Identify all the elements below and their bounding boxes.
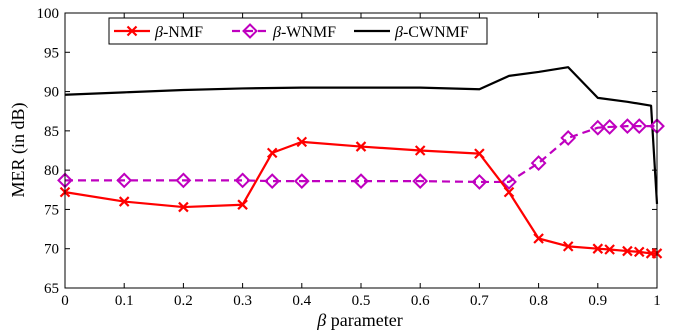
series-wnmf [57,118,665,190]
data-point [353,173,369,190]
x-tick-label: 0.8 [529,293,548,309]
x-tick-label: 0.5 [352,293,371,309]
data-point [234,172,251,189]
data-point [633,246,645,258]
data-point [501,174,517,190]
data-point [560,130,577,146]
data-point [631,118,648,135]
data-point [116,172,133,189]
legend-item: β-CWNMF [354,24,469,41]
legend-label: β-CWNMF [394,24,469,41]
legend-marker [126,25,138,37]
legend-marker [242,23,258,39]
series-nmf [59,136,663,259]
y-axis-label: MER (in dB) [8,102,29,197]
series-line [65,125,657,184]
data-point [530,155,547,171]
x-axis-label-symbol: β [316,310,326,330]
tick-labels: 0 0.1 0.2 0.3 0.4 0.5 0.6 0.7 0.8 0.9 1 65 70 75 80 85 9… [37,6,661,309]
legend-item: β-NMF [114,24,203,41]
legend-label: β-NMF [154,24,203,41]
x-tick-label: 0 [61,293,69,309]
y-tick-label: 100 [37,6,60,22]
series-line [64,140,657,255]
y-tick-label: 80 [44,163,59,179]
legend-box [108,17,488,45]
data-point [533,233,544,244]
legend: β-NMF β-WNMF β-CWNMF [108,17,488,45]
data-point [293,173,310,190]
data-point [175,172,192,189]
x-tick-label: 0.2 [174,293,193,309]
y-tick-label: 95 [44,45,59,61]
data-point [503,186,515,198]
series-line [64,66,659,204]
data-point [604,244,615,255]
data-point [471,174,488,190]
y-tick-label: 75 [44,202,59,218]
data-point [264,173,281,190]
legend-item: β-WNMF [232,23,336,41]
x-tick-label: 0.3 [233,293,252,309]
series-cwnmf [64,66,659,204]
data-point [592,243,604,254]
x-tick-label: 0.9 [588,293,607,309]
data-point [474,148,485,159]
data-point [589,119,606,136]
data-point [118,196,130,207]
y-tick-label: 85 [44,124,59,140]
x-tick-label: 1 [653,293,661,309]
data-point [296,136,308,148]
data-point [601,119,618,135]
series-lines [57,66,665,259]
y-tick-label: 90 [44,85,59,101]
data-point [178,201,189,213]
x-tick-label: 0.4 [292,293,311,309]
data-point [355,141,367,152]
data-point [412,173,429,190]
data-point [414,145,426,156]
y-tick-label: 70 [44,242,59,258]
data-point [622,245,633,257]
y-tick-label: 65 [44,281,59,297]
legend-label: β-WNMF [272,24,336,41]
x-tick-label: 0.6 [411,293,430,309]
data-point [562,241,574,252]
x-tick-label: 0.7 [470,293,489,309]
x-axis-label: β parameter [316,310,402,330]
data-point [237,199,248,210]
x-axis-label-text: parameter [326,310,402,330]
plot-area-frame [64,12,658,289]
data-point [266,147,278,159]
x-tick-label: 0.1 [115,293,134,309]
data-point [619,118,636,135]
